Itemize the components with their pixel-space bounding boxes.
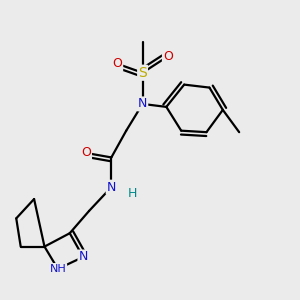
Text: NH: NH — [50, 264, 66, 274]
Text: O: O — [112, 57, 122, 70]
Text: S: S — [138, 66, 147, 80]
Text: H: H — [128, 187, 137, 200]
Text: N: N — [78, 250, 88, 263]
Text: N: N — [138, 98, 147, 110]
Text: O: O — [163, 50, 173, 63]
Text: O: O — [81, 146, 91, 160]
Text: N: N — [107, 181, 116, 194]
